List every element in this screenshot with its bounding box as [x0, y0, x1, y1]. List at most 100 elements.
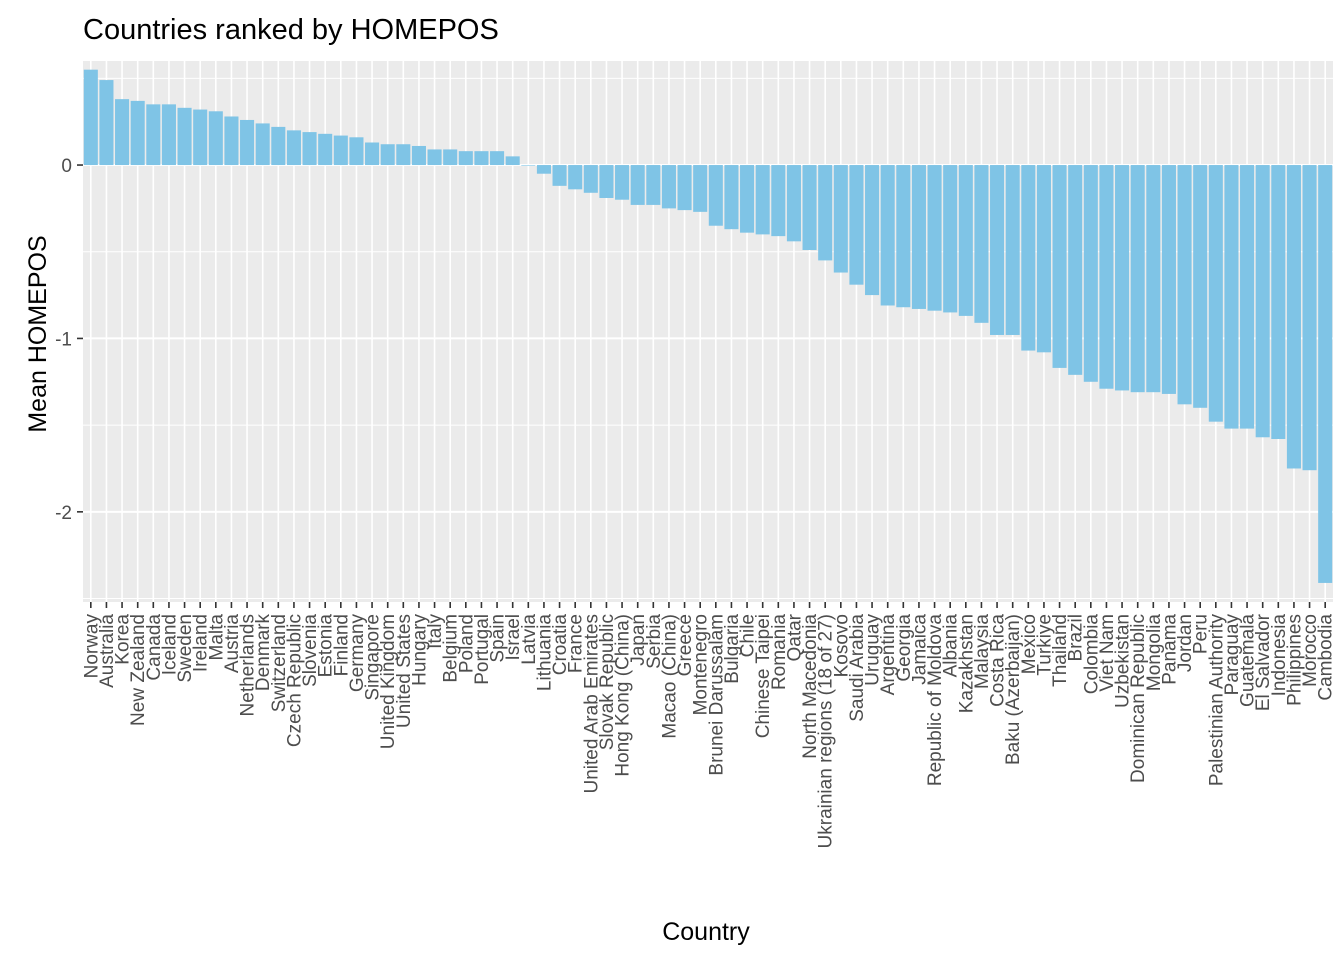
x-tick-label: Saudi Arabia	[847, 614, 868, 722]
x-tick-label: Indonesia	[1269, 614, 1290, 697]
bar	[490, 151, 505, 166]
x-tick-label: Lithuania	[534, 614, 555, 692]
bar	[786, 165, 801, 242]
x-tick-label: Philippines	[1284, 614, 1305, 706]
bar	[1005, 165, 1020, 335]
y-axis-label: Mean HOMEPOS	[24, 235, 52, 432]
bar	[474, 151, 489, 166]
bar	[943, 165, 958, 313]
bar	[115, 99, 130, 166]
bar	[1115, 165, 1130, 391]
y-tick-label: 0	[61, 156, 72, 177]
bar	[911, 165, 926, 309]
bar	[318, 133, 333, 166]
x-tick-label: Singapore	[363, 614, 384, 701]
x-tick-label: Panama	[1159, 614, 1180, 685]
x-tick-label: Turkiye	[1034, 614, 1055, 676]
x-tick-label: Italy	[425, 614, 446, 649]
y-tick-label: -1	[55, 329, 72, 350]
x-tick-label: Romania	[769, 614, 790, 690]
bar	[693, 165, 708, 212]
bar	[427, 149, 442, 166]
x-tick-label: Viet Nam	[1097, 614, 1118, 692]
x-tick-label: Slovak Republic	[597, 614, 618, 750]
x-tick-label: Slovenia	[300, 614, 321, 687]
bar	[599, 165, 614, 198]
plot-panel	[83, 61, 1333, 602]
bar	[849, 165, 864, 285]
x-tick-label: Serbia	[644, 614, 665, 669]
bar	[568, 165, 583, 190]
bar	[552, 165, 567, 186]
bar	[755, 165, 770, 235]
bar	[83, 69, 98, 166]
bar	[1036, 165, 1051, 353]
x-tick-label: Canada	[144, 614, 165, 681]
x-tick-label: United Arab Emirates	[581, 614, 602, 794]
x-axis-label: Country	[662, 918, 750, 946]
bar	[240, 119, 255, 166]
bar	[896, 165, 911, 308]
bar	[646, 165, 661, 205]
bar	[802, 165, 817, 251]
x-tick-label: Cambodia	[1316, 614, 1337, 701]
bar	[1302, 165, 1317, 471]
bar	[818, 165, 833, 261]
bar	[521, 165, 536, 166]
x-tick-label: Dominican Republic	[1128, 614, 1149, 783]
x-tick-label: Chinese Taipei	[753, 614, 774, 738]
x-tick-label: Brazil	[1066, 614, 1087, 662]
bar	[458, 151, 473, 166]
bar	[880, 165, 895, 306]
bars	[83, 69, 1333, 583]
x-tick-label: Estonia	[316, 614, 337, 678]
x-tick-label: Denmark	[253, 614, 274, 692]
bar	[1224, 165, 1239, 429]
x-tick-label: Hong Kong (China)	[613, 614, 634, 777]
x-tick-label: Greece	[675, 614, 696, 676]
x-tick-label: Hungary	[409, 614, 430, 686]
x-tick-label: Israel	[503, 614, 524, 660]
bar	[130, 100, 145, 166]
x-tick-label: Palestinian Authority	[1206, 614, 1227, 787]
bar	[724, 165, 739, 230]
x-tick-label: Norway	[81, 614, 102, 679]
y-axis-ticks: 0 -1 -2	[55, 156, 83, 524]
x-tick-label: Spain	[488, 614, 509, 663]
x-tick-label: Malta	[206, 614, 227, 661]
bar	[974, 165, 989, 323]
bar	[146, 104, 161, 166]
bar	[224, 116, 239, 166]
x-tick-label: Korea	[113, 614, 134, 665]
y-tick-label: -2	[55, 503, 72, 524]
bar	[1208, 165, 1223, 422]
x-tick-label: Kosovo	[831, 614, 852, 677]
bar	[380, 144, 395, 166]
bar	[193, 109, 208, 166]
x-tick-label: Paraguay	[1222, 614, 1243, 696]
bar	[1286, 165, 1301, 469]
bar	[1161, 165, 1176, 394]
x-tick-label: Baku (Azerbaijan)	[1003, 614, 1024, 765]
bar	[411, 145, 426, 166]
x-tick-label: Ukrainian regions (18 of 27)	[816, 614, 837, 848]
x-tick-label: Czech Republic	[284, 614, 305, 747]
bar	[1240, 165, 1255, 429]
bar	[990, 165, 1005, 335]
bar	[1099, 165, 1114, 389]
bar	[1271, 165, 1286, 440]
x-tick-label: Austria	[222, 614, 243, 674]
x-tick-label: North Macedonia	[800, 614, 821, 759]
bar	[583, 165, 598, 193]
x-tick-label: Netherlands	[238, 614, 259, 716]
bar	[661, 165, 676, 209]
x-tick-label: Australia	[97, 614, 118, 688]
x-tick-label: Republic of Moldova	[925, 614, 946, 787]
bar	[302, 132, 317, 166]
x-tick-label: France	[566, 614, 587, 673]
bar	[1083, 165, 1098, 382]
x-tick-label: Brunei Darussalam	[706, 614, 727, 776]
x-tick-label: Morocco	[1300, 614, 1321, 687]
